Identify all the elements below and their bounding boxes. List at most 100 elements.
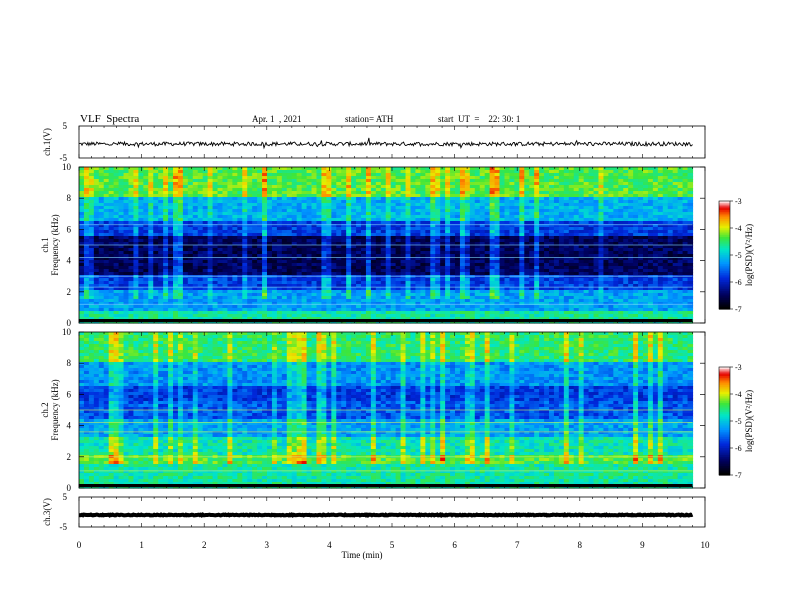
spectrogram-cell — [356, 209, 362, 213]
spectrogram-cell — [331, 272, 337, 276]
spectrogram-cell — [519, 227, 525, 231]
spectrogram-cell — [459, 251, 466, 255]
spectrogram-cell — [474, 185, 481, 189]
spectrogram-cell — [440, 194, 446, 198]
spectrogram-cell — [405, 182, 412, 186]
spectrogram-cell — [603, 260, 609, 264]
spectrogram-cell — [326, 260, 332, 264]
spectrogram-cell — [173, 257, 179, 261]
spectrogram-cell — [247, 269, 253, 273]
spectrogram-cell — [83, 263, 90, 267]
spectrogram-cell — [544, 266, 550, 270]
spectrogram-cell — [88, 248, 95, 252]
spectrogram-cell — [316, 176, 323, 180]
spectrogram-cell — [128, 200, 135, 204]
spectrogram-cell — [677, 173, 684, 177]
spectrogram-cell — [177, 173, 184, 177]
spectrogram-cell — [395, 209, 402, 213]
spectrogram-cell — [83, 167, 90, 171]
spectrogram-cell — [558, 206, 565, 210]
spectrogram-cell — [553, 266, 560, 270]
spectrogram-cell — [79, 167, 85, 171]
spectrogram-cell — [93, 278, 100, 282]
spectrogram-cell — [93, 275, 100, 279]
spectrogram-cell — [252, 206, 258, 210]
spectrogram-cell — [108, 179, 115, 183]
spectrogram-cell — [133, 185, 139, 189]
spectrogram-cell — [553, 221, 560, 225]
spectrogram-cell — [108, 251, 115, 255]
spectrogram-cell — [662, 242, 669, 246]
spectrogram-cell — [153, 224, 159, 228]
spectrogram-cell — [380, 173, 387, 177]
spectrogram-cell — [385, 194, 392, 198]
spectrogram-cell — [153, 167, 159, 171]
spectrogram-cell — [271, 176, 278, 180]
spectrogram-cell — [598, 221, 605, 225]
spectrogram-cell — [212, 245, 219, 249]
spectrogram-cell — [271, 236, 278, 240]
spectrogram-cell — [365, 170, 372, 174]
spectrogram-cell — [400, 182, 407, 186]
spectrogram-cell — [549, 275, 555, 279]
spectrogram-cell — [217, 230, 224, 234]
date-label: Apr. 1 , 2021 — [252, 114, 302, 124]
spectrogram-cell — [247, 245, 253, 249]
spectrogram-cell — [296, 281, 303, 285]
spectrogram-cell — [173, 176, 179, 180]
spectrogram-cell — [405, 185, 412, 189]
spectrogram-cell — [83, 206, 90, 210]
spectrogram-cell — [643, 179, 649, 183]
spectrogram-cell — [544, 182, 550, 186]
spectrogram-cell — [143, 215, 149, 219]
spectrogram-cell — [553, 212, 560, 216]
spectrogram-cell — [192, 218, 199, 222]
spectrogram-cell — [197, 206, 204, 210]
spectrogram-cell — [128, 179, 135, 183]
spectrogram-cell — [553, 167, 560, 171]
spectrogram-cell — [534, 239, 540, 243]
spectrogram-cell — [385, 185, 392, 189]
spectrogram-cell — [534, 245, 540, 249]
spectrogram-cell — [222, 260, 229, 264]
spectrogram-cell — [455, 239, 461, 243]
spectrogram-cell — [593, 230, 600, 234]
spectrogram-cell — [385, 272, 392, 276]
spectrogram-cell — [148, 257, 154, 261]
spectrogram-cell — [657, 257, 664, 261]
spectrogram-cell — [647, 263, 654, 267]
spectrogram-cell — [420, 194, 426, 198]
spectrogram-cell — [534, 218, 540, 222]
spectrogram-cell — [672, 209, 679, 213]
spectrogram-cell — [662, 221, 669, 225]
spectrogram-cell — [578, 173, 585, 177]
spectrogram-cell — [657, 245, 664, 249]
spectrogram-cell — [479, 257, 486, 261]
spectrogram-cell — [578, 179, 585, 183]
spectrogram-cell — [88, 200, 95, 204]
spectrogram-cell — [341, 266, 347, 270]
spectrogram-cell — [118, 188, 125, 192]
spectrogram-cell — [440, 266, 446, 270]
spectrogram-cell — [479, 173, 486, 177]
spectrogram-cell — [173, 173, 179, 177]
spectrogram-cell — [623, 176, 629, 180]
spectrogram-cell — [464, 227, 471, 231]
spectrogram-cell — [415, 230, 421, 234]
spectrogram-cell — [445, 221, 451, 225]
spectrogram-cell — [633, 275, 639, 279]
spectrogram-cell — [603, 212, 609, 216]
spectrogram-cell — [638, 197, 644, 201]
spectrogram-cell — [138, 239, 144, 243]
spectrogram-cell — [618, 242, 624, 246]
spectrogram-cell — [677, 269, 684, 273]
spectrogram-cell — [405, 248, 412, 252]
spectrogram-cell — [583, 218, 590, 222]
spectrogram-cell — [652, 266, 659, 270]
spectrogram-cell — [450, 278, 456, 282]
spectrogram-cell — [187, 236, 194, 240]
spectrogram-cell — [534, 281, 540, 285]
spectrogram-cell — [356, 194, 362, 198]
spectrogram-cell — [93, 212, 100, 216]
spectrogram-cell — [524, 266, 530, 270]
